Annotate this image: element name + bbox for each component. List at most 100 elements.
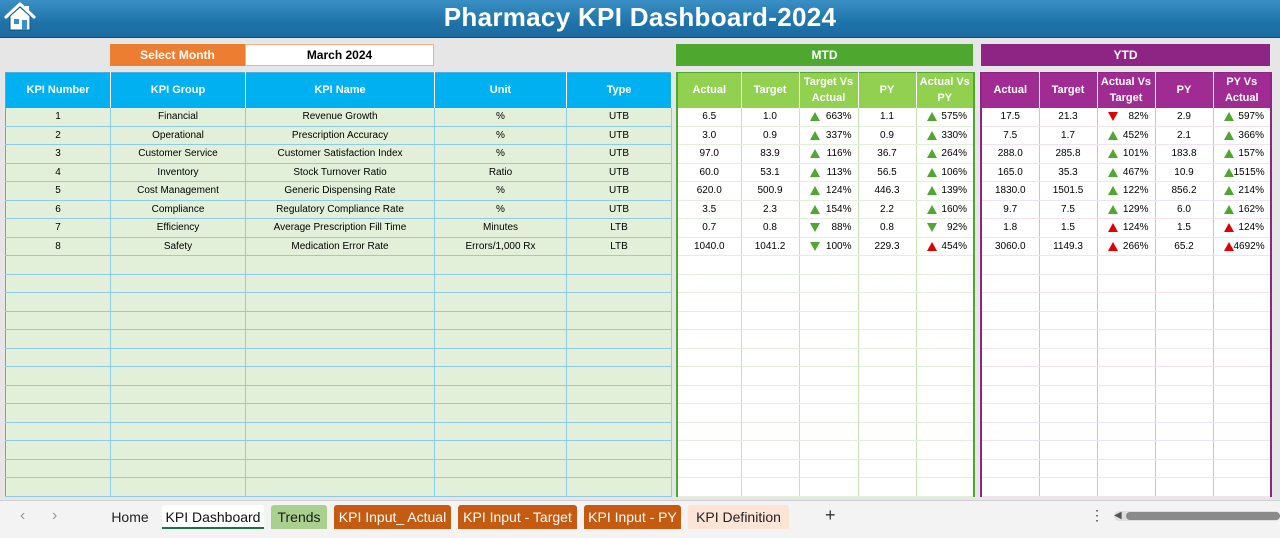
cell-type (566, 440, 672, 460)
table-row (981, 311, 1272, 330)
cell-py: 446.3 (858, 181, 917, 201)
indicator-cell: 454% (916, 237, 975, 256)
cell-type (566, 311, 672, 330)
cell-name: Average Prescription Fill Time (245, 218, 435, 238)
indicator-cell: 575% (916, 107, 975, 127)
percent-value: 4692% (1233, 240, 1265, 252)
cell-unit: % (434, 200, 567, 219)
cell-py: 0.9 (858, 126, 917, 145)
cell-name: Customer Satisfaction Index (245, 144, 435, 164)
empty-cell (981, 255, 1040, 275)
empty-cell (1155, 255, 1214, 275)
scroll-left-arrow-icon[interactable]: ◀ (1114, 510, 1122, 521)
month-select[interactable]: March 2024 (245, 44, 434, 66)
indicator-cell: 88% (799, 218, 859, 238)
table-row: 1040.0 1041.2 100% 229.3 454% (677, 237, 975, 256)
percent-value: 452% (1122, 129, 1149, 141)
cell-py: 56.5 (858, 163, 917, 182)
table-row (5, 440, 672, 460)
table-row: 3060.0 1149.3 266% 65.2 4692% (981, 237, 1272, 256)
scrollbar-thumb[interactable] (1126, 512, 1280, 520)
tab-kpi-input-actual[interactable]: KPI Input_ Actual (334, 505, 451, 529)
cell-name (245, 366, 435, 386)
empty-cell (1039, 348, 1098, 367)
cell-unit (434, 311, 567, 330)
percent-value: 330% (941, 129, 967, 141)
percent-value: 101% (1122, 148, 1149, 160)
arrow-down-green-icon (926, 223, 937, 233)
indicator-cell: 129% (1097, 200, 1156, 219)
cell-group (110, 311, 246, 330)
home-icon[interactable] (3, 1, 37, 33)
empty-cell (677, 274, 742, 293)
empty-cell (741, 459, 800, 478)
empty-cell (981, 422, 1040, 441)
cell-group (110, 274, 246, 293)
tab-kpi-definition[interactable]: KPI Definition (688, 505, 789, 529)
cell-type (566, 329, 672, 349)
cell-target: 1041.2 (741, 237, 800, 256)
table-row: 9.7 7.5 129% 6.0 162% (981, 200, 1272, 219)
cell-type (566, 459, 672, 478)
cell-num: 3 (5, 144, 111, 164)
cell-actual: 288.0 (981, 144, 1040, 164)
cell-name (245, 440, 435, 460)
empty-cell (1097, 459, 1156, 478)
cell-group: Efficiency (110, 218, 246, 238)
indicator-cell: 264% (916, 144, 975, 164)
percent-value: 467% (1122, 166, 1149, 178)
tab-kpi-dashboard[interactable]: KPI Dashboard (162, 505, 264, 529)
cell-type (566, 366, 672, 386)
table-row (5, 348, 672, 367)
empty-cell (981, 366, 1040, 386)
empty-cell (1039, 366, 1098, 386)
column-header: Target (1039, 72, 1098, 108)
empty-cell (858, 311, 917, 330)
empty-cell (916, 440, 975, 460)
arrow-up-red-icon (1223, 241, 1234, 251)
empty-cell (1213, 329, 1272, 349)
scroll-tabs-right-icon[interactable]: › (52, 507, 58, 524)
cell-num: 7 (5, 218, 111, 238)
empty-cell (799, 440, 859, 460)
table-row: 6 Compliance Regulatory Compliance Rate% UT… (5, 200, 672, 219)
empty-cell (677, 329, 742, 349)
add-sheet-icon[interactable]: + (825, 505, 836, 525)
empty-cell (1155, 459, 1214, 478)
column-header: PY (1155, 72, 1214, 108)
table-row (677, 255, 975, 275)
table-row (5, 422, 672, 441)
cell-name: Stock Turnover Ratio (245, 163, 435, 182)
percent-value: 100% (825, 240, 852, 252)
cell-py: 183.8 (1155, 144, 1214, 164)
empty-cell (1213, 403, 1272, 423)
tab-trends[interactable]: Trends (271, 505, 327, 529)
tab-kpi-input-target[interactable]: KPI Input - Target (458, 505, 577, 529)
cell-py: 36.7 (858, 144, 917, 164)
cell-unit: Minutes (434, 218, 567, 238)
table-row: 60.0 53.1 113% 56.5 106% (677, 163, 975, 182)
empty-cell (741, 274, 800, 293)
scroll-tabs-left-icon[interactable]: ‹ (20, 507, 26, 524)
indicator-cell: 162% (1213, 200, 1272, 219)
percent-value: 575% (941, 111, 967, 122)
cell-num (5, 348, 111, 367)
table-row: 1.8 1.5 124% 1.5 124% (981, 218, 1272, 238)
column-header: Unit (434, 72, 567, 108)
more-options-icon[interactable]: ⋮ (1090, 507, 1104, 523)
percent-value: 160% (941, 203, 967, 215)
arrow-up-green-icon (1223, 167, 1234, 177)
column-header: Actual (981, 72, 1040, 108)
arrow-up-green-icon (926, 186, 937, 196)
empty-cell (677, 311, 742, 330)
cell-py: 1.1 (858, 107, 917, 127)
indicator-cell: 139% (916, 181, 975, 201)
tab-home[interactable]: Home (111, 509, 149, 525)
tab-kpi-input-py[interactable]: KPI Input - PY (584, 505, 681, 529)
percent-value: 92% (946, 222, 967, 234)
cell-unit (434, 440, 567, 460)
cell-name (245, 403, 435, 423)
table-row (981, 459, 1272, 478)
cell-num: 5 (5, 181, 111, 201)
empty-cell (1097, 255, 1156, 275)
